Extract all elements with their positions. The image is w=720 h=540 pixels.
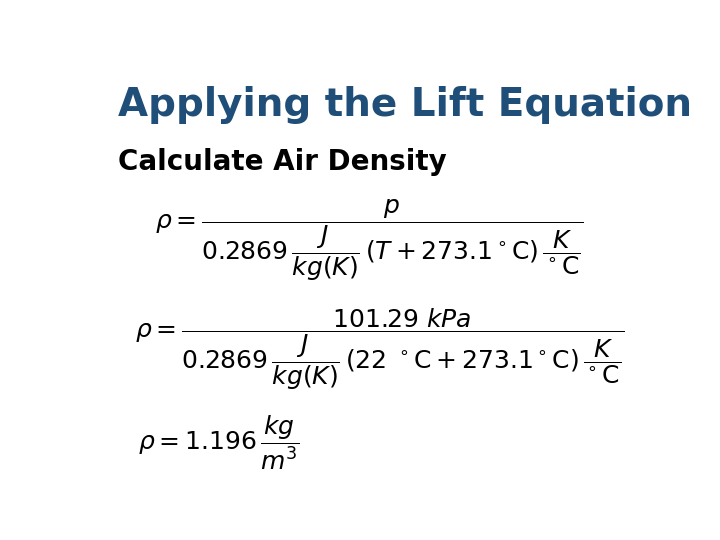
Text: Calculate Air Density: Calculate Air Density [118, 148, 446, 176]
Text: $\rho = 1.196\,\dfrac{kg}{m^3}$: $\rho = 1.196\,\dfrac{kg}{m^3}$ [138, 414, 299, 472]
Text: $\rho = \dfrac{101.29\ kPa}{0.2869\,\dfrac{J}{kg(K)}\,(22\ {^\circ}\mathrm{C} + : $\rho = \dfrac{101.29\ kPa}{0.2869\,\dfr… [135, 306, 625, 392]
Text: $\rho = \dfrac{p}{0.2869\,\dfrac{J}{kg(K)}\,(T + 273.1{^\circ}\mathrm{C})\,\dfra: $\rho = \dfrac{p}{0.2869\,\dfrac{J}{kg(K… [155, 198, 583, 284]
Text: Applying the Lift Equation: Applying the Lift Equation [118, 85, 692, 124]
